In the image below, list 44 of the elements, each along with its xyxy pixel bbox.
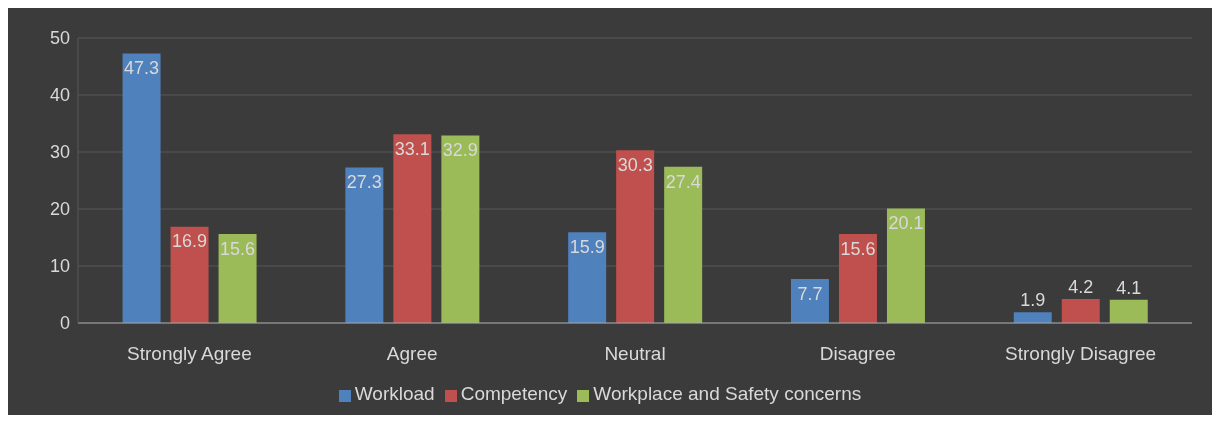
- y-tick-label: 20: [49, 199, 70, 220]
- bar: [886, 208, 925, 323]
- data-label: 15.6: [220, 238, 256, 259]
- data-label: 15.9: [569, 237, 605, 258]
- bar: [1109, 299, 1148, 323]
- data-label: 16.9: [172, 231, 208, 252]
- bar: [838, 234, 877, 323]
- data-label: 27.3: [346, 172, 382, 193]
- y-tick-label: 0: [59, 313, 70, 334]
- data-label: 30.3: [617, 155, 653, 176]
- x-tick-label: Disagree: [819, 343, 896, 365]
- bar: [170, 226, 209, 323]
- data-label: 20.1: [888, 213, 924, 234]
- x-tick-label: Neutral: [604, 343, 666, 365]
- data-label: 33.1: [394, 139, 430, 160]
- x-tick-label: Strongly Agree: [127, 343, 252, 365]
- bar: [218, 234, 257, 323]
- legend-label: Workload: [354, 383, 435, 404]
- legend-label: Competency: [460, 383, 568, 404]
- legend-label: Workplace and Safety concerns: [593, 383, 862, 404]
- x-tick-label: Strongly Disagree: [1005, 343, 1157, 365]
- y-tick-label: 50: [49, 28, 70, 49]
- data-label: 4.1: [1116, 277, 1142, 298]
- y-tick-label: 10: [49, 256, 70, 277]
- data-label: 32.9: [442, 140, 478, 161]
- data-label: 15.6: [840, 238, 876, 259]
- bar: [441, 135, 480, 323]
- bar: [1061, 299, 1100, 323]
- data-label: 47.3: [124, 58, 160, 79]
- y-tick-label: 30: [49, 142, 70, 163]
- data-label: 1.9: [1020, 290, 1046, 311]
- y-tick-label: 40: [49, 85, 70, 106]
- data-label: 27.4: [665, 171, 701, 192]
- bar: [568, 232, 607, 323]
- bar: [345, 167, 384, 323]
- bar: [616, 150, 655, 323]
- bar: [790, 279, 829, 323]
- bar: [122, 53, 161, 323]
- bar: [1013, 312, 1052, 323]
- data-label: 4.2: [1068, 277, 1094, 298]
- x-tick-label: Agree: [386, 343, 438, 365]
- bar: [393, 134, 432, 323]
- bar: [664, 166, 703, 323]
- data-label: 7.7: [797, 283, 823, 304]
